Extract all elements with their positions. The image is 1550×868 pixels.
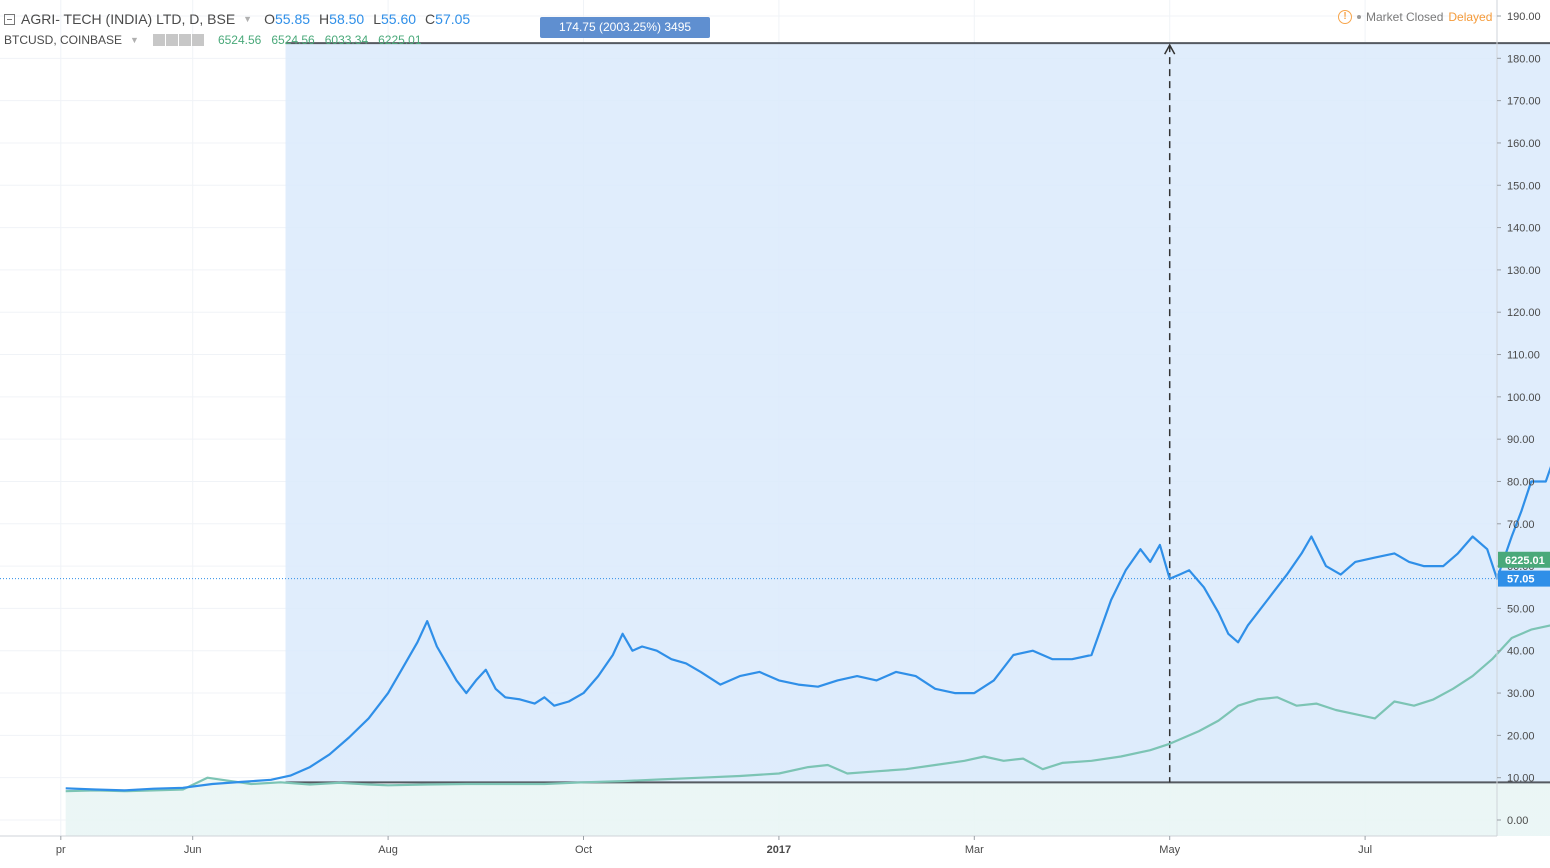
price-axis-label: 110.00 — [1507, 350, 1540, 362]
compare-series-values: 6524.56 6524.56 6033.34 6225.01 — [217, 33, 422, 47]
measure-arrow-head-icon — [1164, 43, 1176, 55]
compare-series-name[interactable]: BTCUSD, COINBASE — [4, 33, 123, 47]
add-icon[interactable] — [178, 34, 191, 46]
btc-last-value-label: 6225.01 — [1505, 555, 1545, 567]
price-axis-label: 30.00 — [1507, 688, 1535, 700]
close-icon[interactable] — [191, 34, 204, 46]
btc-series-line — [65, 624, 1550, 793]
time-axis-label: May — [1159, 844, 1180, 856]
price-axis-label: 160.00 — [1507, 138, 1541, 150]
price-axis-label: 140.00 — [1507, 223, 1541, 235]
main-series-line — [65, 466, 1550, 792]
btc-series-area — [65, 625, 1550, 836]
ohlc-values: O55.85 H58.50 L55.60 C57.05 — [264, 11, 470, 27]
status-dot-icon — [1357, 15, 1361, 19]
price-axis-label: 10.00 — [1507, 773, 1535, 785]
time-axis-label: Oct — [575, 844, 592, 856]
eye-icon[interactable] — [152, 34, 165, 46]
btc-last-value-badge — [1498, 551, 1550, 568]
price-axis-label: 70.00 — [1507, 519, 1535, 531]
price-axis-label: 130.00 — [1507, 265, 1541, 277]
symbol-title[interactable]: AGRI- TECH (INDIA) LTD, D, BSE — [21, 11, 236, 27]
ohlc-open: O55.85 — [264, 11, 311, 27]
series-tool-icons — [152, 34, 204, 46]
time-axis-label: 2017 — [767, 844, 791, 856]
market-closed-text: Market Closed — [1366, 10, 1444, 24]
delayed-badge: Delayed — [1448, 10, 1493, 24]
measure-tool[interactable] — [285, 42, 1550, 784]
price-axis-label: 190.00 — [1507, 11, 1541, 23]
price-axis-label: 120.00 — [1507, 307, 1541, 319]
price-axis-label: 40.00 — [1507, 646, 1535, 658]
main-last-value-label: 57.05 — [1507, 574, 1535, 586]
price-axis-label: 150.00 — [1507, 180, 1541, 192]
compare-series-legend[interactable]: BTCUSD, COINBASE ▼ 6524.56 6524.56 6033.… — [4, 31, 564, 49]
price-axis-label: 100.00 — [1507, 392, 1541, 404]
time-axis-label: Mar — [965, 844, 984, 856]
ohlc-high: H58.50 — [319, 11, 365, 27]
price-axis-label: 170.00 — [1507, 96, 1541, 108]
price-axis-label: 90.00 — [1507, 434, 1535, 446]
market-status[interactable]: ! Market Closed Delayed — [1338, 10, 1498, 24]
measure-box — [285, 43, 1550, 783]
time-axis-label: Aug — [378, 844, 398, 856]
series-lines — [0, 466, 1550, 793]
ohlc-low: L55.60 — [373, 11, 417, 27]
legend: AGRI- TECH (INDIA) LTD, D, BSE ▼ O55.85 … — [4, 8, 564, 49]
price-axis-label: 50.00 — [1507, 603, 1535, 615]
chevron-down-icon[interactable]: ▼ — [130, 35, 139, 45]
measure-label: 174.75 (2003.25%) 3495 — [540, 17, 710, 38]
ohlc-close: C57.05 — [425, 11, 471, 27]
collapse-legend-icon[interactable] — [4, 13, 15, 25]
time-axis-label: pr — [56, 844, 66, 856]
time-axis-label: Jul — [1358, 844, 1372, 856]
warning-icon: ! — [1338, 10, 1352, 24]
last-value-labels: 6225.01 57.05 — [1498, 551, 1550, 587]
price-axis-label: 20.00 — [1507, 730, 1535, 742]
price-axis-label: 0.00 — [1507, 815, 1528, 827]
time-axis-label: Jun — [184, 844, 202, 856]
main-last-value-badge — [1498, 570, 1550, 587]
settings-icon[interactable] — [165, 34, 178, 46]
price-axis-label: 180.00 — [1507, 53, 1541, 65]
main-series-legend[interactable]: AGRI- TECH (INDIA) LTD, D, BSE ▼ O55.85 … — [4, 8, 564, 30]
chevron-down-icon[interactable]: ▼ — [243, 14, 253, 24]
price-axis-label: 80.00 — [1507, 476, 1535, 488]
